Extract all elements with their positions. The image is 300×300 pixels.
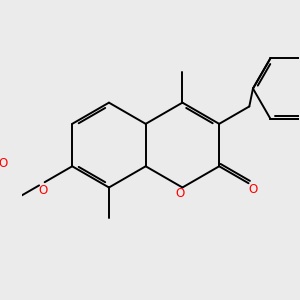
Text: O: O (249, 183, 258, 196)
Text: O: O (175, 188, 184, 200)
Text: O: O (0, 157, 8, 169)
Text: O: O (38, 184, 47, 196)
